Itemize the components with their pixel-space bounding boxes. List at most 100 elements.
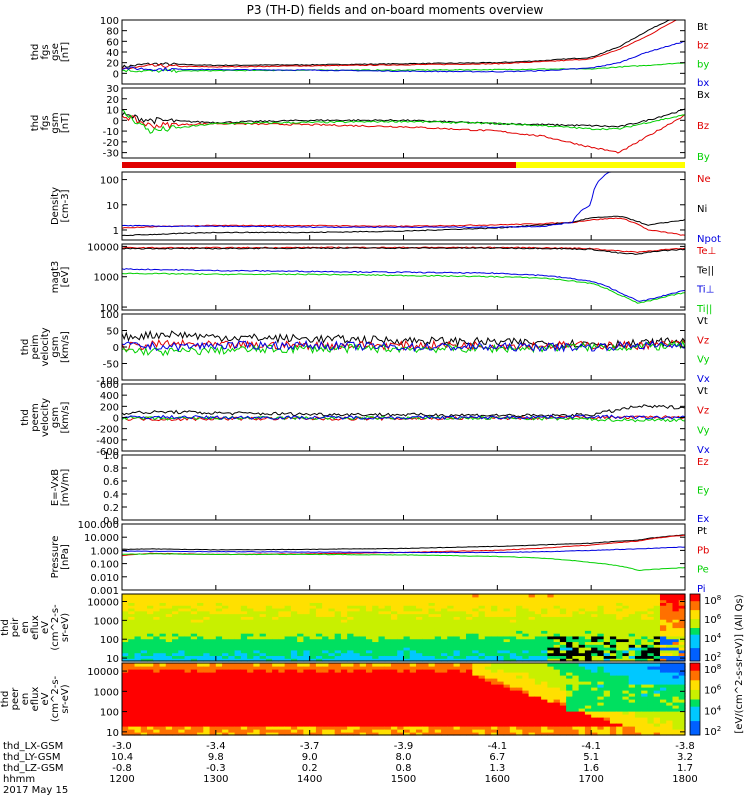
spectrogram-cell	[278, 708, 286, 712]
spectrogram-cell	[197, 610, 204, 615]
spectrogram-cell	[359, 726, 367, 730]
spectrogram-cell	[653, 621, 661, 626]
spectrogram-cell	[509, 610, 517, 615]
spectrogram-cell	[484, 717, 492, 721]
spectrogram-cell	[641, 723, 649, 727]
spectrogram-cell	[234, 675, 242, 679]
spectrogram-cell	[259, 732, 267, 736]
spectrogram-cell	[641, 705, 649, 709]
spectrogram-cell	[497, 666, 505, 670]
spectrogram-cell	[290, 635, 298, 640]
spectrogram-cell	[559, 687, 567, 691]
spectrogram-cell	[434, 705, 442, 709]
spectrogram-cell	[147, 607, 154, 612]
spectrogram-cell	[678, 633, 686, 637]
spectrogram-cell	[666, 714, 674, 718]
spectrogram-cell	[222, 708, 229, 712]
y-axis-label-line: sr-eV)	[60, 684, 71, 713]
colorbar-cell	[690, 684, 700, 688]
spectrogram-cell	[234, 602, 242, 606]
spectrogram-cell	[209, 693, 217, 697]
spectrogram-cell	[659, 690, 667, 694]
spectrogram-cell	[284, 687, 292, 691]
spectrogram-cell	[597, 647, 605, 651]
spectrogram-cell	[466, 616, 473, 620]
spectrogram-cell	[309, 610, 317, 615]
spectrogram-cell	[584, 675, 592, 679]
spectrogram-cell	[572, 720, 580, 724]
spectrogram-cell	[491, 696, 498, 700]
spectrogram-cell	[497, 599, 505, 603]
spectrogram-cell	[259, 644, 267, 648]
spectrogram-cell	[122, 647, 129, 651]
spectrogram-cell	[434, 602, 442, 606]
spectrogram-cell	[641, 696, 649, 700]
footer-tick-value: 1700	[578, 774, 603, 785]
spectrogram-cell	[522, 726, 530, 730]
spectrogram-cell	[641, 594, 649, 598]
spectrogram-cell	[197, 619, 204, 623]
spectrogram-cell	[309, 596, 317, 601]
spectrogram-cell	[184, 699, 192, 703]
spectrogram-cell	[203, 638, 211, 643]
spectrogram-cell	[628, 711, 636, 715]
spectrogram-cell	[541, 624, 548, 629]
spectrogram-cell	[159, 647, 167, 651]
spectrogram-cell	[378, 630, 386, 634]
spectrogram-cell	[666, 708, 674, 712]
spectrogram-cell	[441, 638, 448, 643]
spectrogram-cell	[472, 619, 480, 623]
spectrogram-cell	[184, 708, 192, 712]
spectrogram-cell	[534, 594, 542, 598]
spectrogram-cell	[184, 729, 192, 733]
spectrogram-cell	[503, 681, 511, 685]
spectrogram-cell	[484, 613, 492, 617]
spectrogram-cell	[634, 696, 642, 700]
spectrogram-cell	[559, 599, 567, 603]
spectrogram-cell	[215, 647, 223, 651]
spectrogram-cell	[409, 717, 417, 721]
spectrogram-cell	[678, 726, 686, 730]
spectrogram-cell	[509, 602, 517, 606]
spectrogram-cell	[265, 672, 273, 676]
spectrogram-cell	[403, 666, 411, 670]
spectrogram-cell	[140, 630, 148, 634]
spectrogram-cell	[566, 635, 573, 640]
spectrogram-cell	[347, 732, 355, 736]
spectrogram-cell	[159, 687, 167, 691]
spectrogram-cell	[416, 630, 423, 634]
spectrogram-cell	[441, 655, 448, 659]
spectrogram-cell	[534, 663, 542, 667]
spectrogram-cell	[284, 708, 292, 712]
spectrogram-cell	[290, 658, 298, 662]
spectrogram-cell	[222, 624, 229, 629]
spectrogram-cell	[453, 633, 461, 637]
spectrogram-cell	[278, 669, 286, 673]
spectrogram-cell	[259, 681, 267, 685]
spectrogram-cell	[359, 649, 367, 654]
spectrogram-cell	[678, 720, 686, 724]
spectrogram-cell	[434, 635, 442, 640]
spectrogram-cell	[628, 610, 636, 615]
spectrogram-cell	[459, 635, 467, 640]
spectrogram-cell	[372, 644, 380, 648]
spectrogram-cell	[434, 726, 442, 730]
spectrogram-cell	[641, 607, 649, 612]
spectrogram-cell	[641, 672, 649, 676]
spectrogram-cell	[209, 717, 217, 721]
spectrogram-cell	[659, 714, 667, 718]
spectrogram-cell	[597, 655, 605, 659]
spectrogram-cell	[453, 594, 461, 598]
spectrogram-cell	[647, 681, 655, 685]
spectrogram-cell	[666, 672, 674, 676]
spectrogram-cell	[503, 605, 511, 609]
spectrogram-cell	[190, 621, 198, 626]
spectrogram-cell	[659, 723, 667, 727]
spectrogram-cell	[322, 633, 330, 637]
spectrogram-cell	[459, 638, 467, 643]
spectrogram-cell	[397, 684, 405, 688]
spectrogram-cell	[491, 690, 498, 694]
spectrogram-cell	[459, 699, 467, 703]
spectrogram-cell	[209, 649, 217, 654]
spectrogram-cell	[534, 690, 542, 694]
